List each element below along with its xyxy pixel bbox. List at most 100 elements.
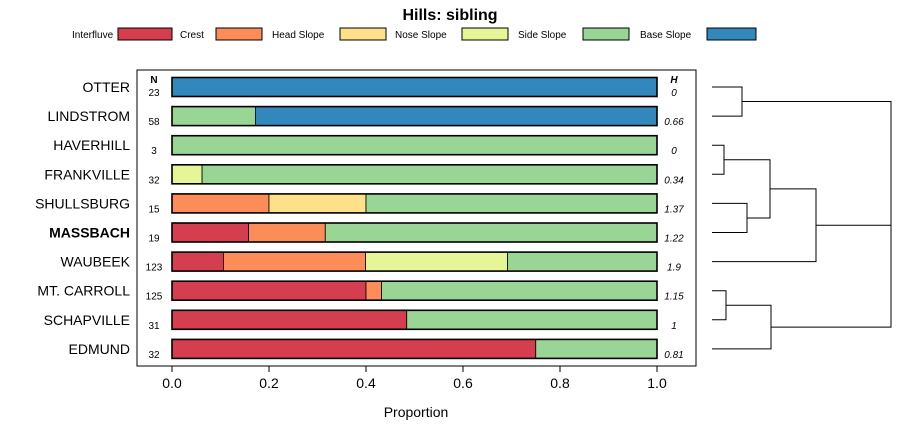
n-column-header: N (150, 75, 157, 86)
bar-segment (365, 280, 382, 301)
bar-segment (248, 222, 326, 243)
row-label: SCHAPVILLE (44, 312, 130, 328)
dendro-link (712, 86, 743, 117)
legend-swatch-nose-slope (461, 27, 509, 41)
bar-segment (171, 106, 256, 126)
row-n-value: 32 (148, 175, 160, 186)
row-label: MASSBACH (49, 225, 130, 241)
bar-segment (171, 164, 203, 185)
row-label: EDMUND (69, 341, 130, 357)
bar-segment (381, 280, 658, 301)
bar-outline (171, 105, 658, 127)
row-n-value: 31 (148, 321, 160, 332)
row-n-value: 3 (151, 146, 157, 157)
bar-outline (171, 76, 658, 98)
legend-label-crest: Crest (180, 30, 204, 41)
row-h-value: 1.22 (664, 234, 684, 245)
row-label: SHULLSBURG (35, 195, 130, 211)
bar-outline (171, 164, 658, 185)
dendro-root-link (771, 163, 892, 328)
dendro-link (712, 290, 727, 321)
row-h-value: 1 (671, 321, 677, 332)
row-h-value: 1.37 (664, 204, 684, 215)
row-label: HAVERHILL (53, 137, 130, 153)
bar-segment (171, 135, 658, 156)
bar-segment (223, 251, 366, 272)
bar-outline (171, 338, 658, 360)
x-tick-label: 0.2 (259, 375, 279, 391)
bar-segment (406, 309, 658, 330)
legend-label-head-slope: Head Slope (272, 30, 325, 41)
row-n-value: 32 (148, 350, 160, 361)
dendro-link (712, 202, 748, 233)
dendro-link (712, 188, 817, 263)
bar-outline (171, 251, 658, 272)
bar-segment (171, 193, 270, 214)
x-axis: 0.0 0.2 0.4 0.6 0.8 1.0 (162, 366, 667, 391)
chart-title: Hills: sibling (402, 7, 497, 24)
row-label: OTTER (83, 79, 130, 95)
row-label: FRANKVILLE (44, 166, 130, 182)
bar-outline (171, 280, 658, 302)
bar-outline (171, 134, 658, 156)
row-h-value: 0 (671, 146, 677, 157)
row-labels: OTTER LINDSTROM HAVERHILL FRANKVILLE SHULLSB… (35, 79, 131, 357)
legend-label-nose-slope: Nose Slope (395, 30, 447, 41)
row-n-value: 123 (146, 263, 163, 274)
bar-segment (171, 222, 250, 243)
x-tick-label: 0.6 (453, 375, 473, 391)
bar-segment (171, 309, 408, 330)
bar-segment (535, 338, 658, 359)
row-h-value: 0.66 (664, 117, 684, 128)
row-n-value: 58 (148, 117, 160, 128)
legend-swatch-base-slope (706, 27, 757, 41)
bar-outline (171, 309, 658, 331)
plot-panel (136, 69, 697, 367)
bar-segment (171, 280, 367, 301)
bar-segment (171, 251, 224, 272)
legend: Interfluve Crest Head Slope Nose Slope Side … (72, 27, 757, 41)
bar-segment (255, 106, 658, 126)
x-tick-label: 0.0 (162, 375, 182, 391)
bar-segment (171, 338, 537, 359)
row-label: WAUBEEK (61, 254, 131, 270)
row-label: LINDSTROM (48, 108, 130, 124)
legend-label-interfluve: Interfluve (72, 30, 114, 41)
legend-label-side-slope: Side Slope (518, 30, 567, 41)
legend-swatch-crest (215, 27, 263, 41)
row-h-value: 1.15 (664, 292, 684, 303)
dendro-link (712, 304, 772, 350)
bar-outline (171, 222, 658, 243)
bar-segment (324, 222, 658, 243)
x-tick-label: 0.8 (550, 375, 570, 391)
legend-swatch-head-slope (339, 27, 387, 41)
bar-segment (365, 193, 658, 214)
legend-swatch-interfluve (117, 27, 173, 41)
row-h-value: 1.9 (667, 263, 681, 274)
x-tick-label: 1.0 (647, 375, 667, 391)
row-n-value: 125 (146, 292, 163, 303)
bar-segment (268, 193, 367, 214)
bar-segment (365, 251, 509, 272)
row-stats: 23 0 58 0.66 3 0 32 0.34 15 1.37 19 1.22 123 1.9 125 1.… (146, 88, 685, 361)
bar-outline (171, 193, 658, 214)
x-axis-label: Proportion (384, 404, 449, 420)
row-n-value: 15 (148, 204, 160, 215)
dendrogram (712, 86, 892, 350)
row-h-value: 0 (671, 88, 677, 99)
legend-label-base-slope: Base Slope (640, 30, 692, 41)
bar-segment (171, 77, 658, 97)
x-tick-label: 0.4 (356, 375, 376, 391)
row-n-value: 19 (148, 234, 160, 245)
bar-segment (507, 251, 658, 272)
row-h-value: 0.81 (664, 350, 683, 361)
h-column-header: H (670, 75, 678, 86)
dendro-link (712, 144, 725, 175)
legend-swatch-side-slope (582, 27, 630, 41)
bar-segment (201, 164, 658, 185)
row-label: MT. CARROLL (37, 283, 130, 299)
row-n-value: 23 (148, 88, 160, 99)
row-h-value: 0.34 (664, 175, 684, 186)
bars (171, 76, 658, 360)
